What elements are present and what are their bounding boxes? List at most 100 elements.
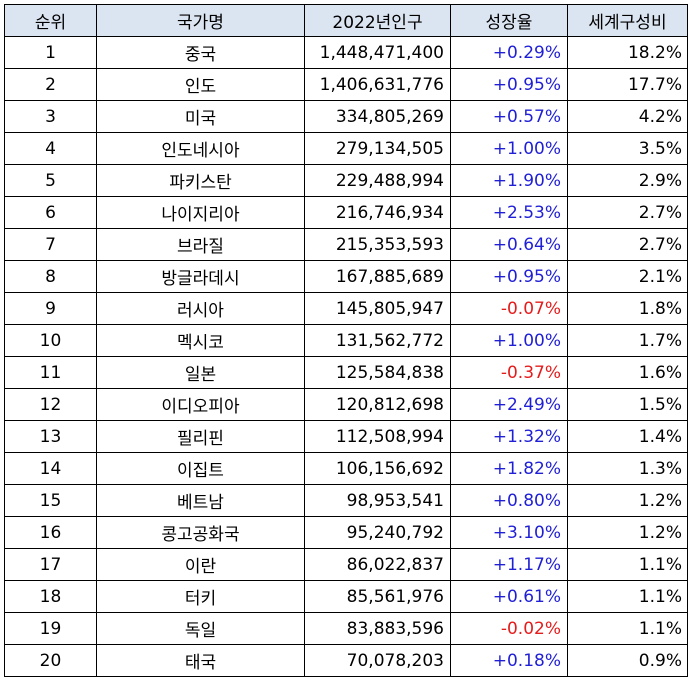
share-cell: 2.7% [567, 228, 688, 261]
share-cell: 0.9% [567, 644, 688, 677]
population-cell: 145,805,947 [304, 292, 451, 325]
share-cell: 3.5% [567, 132, 688, 165]
table-row: 2 인도 1,406,631,776 +0.95% 17.7% [4, 68, 688, 101]
population-cell: 106,156,692 [304, 452, 451, 485]
rank-cell: 3 [4, 100, 97, 133]
population-cell: 85,561,976 [304, 580, 451, 613]
growth-cell: +1.90% [450, 164, 568, 197]
country-cell: 필리핀 [96, 420, 305, 453]
country-cell: 인도 [96, 68, 305, 101]
population-cell: 215,353,593 [304, 228, 451, 261]
growth-cell: +0.18% [450, 644, 568, 677]
rank-cell: 9 [4, 292, 97, 325]
share-cell: 1.2% [567, 484, 688, 517]
table-row: 7 브라질 215,353,593 +0.64% 2.7% [4, 228, 688, 261]
population-table: 순위 국가명 2022년인구 성장율 세계구성비 1 중국 1,448,471,40… [4, 4, 688, 677]
share-cell: 1.4% [567, 420, 688, 453]
header-rank: 순위 [4, 4, 97, 37]
share-cell: 1.8% [567, 292, 688, 325]
population-cell: 216,746,934 [304, 196, 451, 229]
country-cell: 이집트 [96, 452, 305, 485]
rank-cell: 7 [4, 228, 97, 261]
table-row: 11 일본 125,584,838 -0.37% 1.6% [4, 356, 688, 389]
table-row: 19 독일 83,883,596 -0.02% 1.1% [4, 612, 688, 645]
rank-cell: 16 [4, 516, 97, 549]
table-row: 18 터키 85,561,976 +0.61% 1.1% [4, 580, 688, 613]
growth-cell: +1.00% [450, 132, 568, 165]
header-share: 세계구성비 [567, 4, 688, 37]
table-row: 3 미국 334,805,269 +0.57% 4.2% [4, 100, 688, 133]
share-cell: 1.1% [567, 548, 688, 581]
share-cell: 17.7% [567, 68, 688, 101]
population-cell: 1,448,471,400 [304, 36, 451, 69]
table-row: 16 콩고공화국 95,240,792 +3.10% 1.2% [4, 516, 688, 549]
population-cell: 125,584,838 [304, 356, 451, 389]
population-cell: 229,488,994 [304, 164, 451, 197]
table-row: 13 필리핀 112,508,994 +1.32% 1.4% [4, 420, 688, 453]
rank-cell: 1 [4, 36, 97, 69]
share-cell: 2.1% [567, 260, 688, 293]
growth-cell: -0.02% [450, 612, 568, 645]
rank-cell: 6 [4, 196, 97, 229]
rank-cell: 13 [4, 420, 97, 453]
rank-cell: 12 [4, 388, 97, 421]
rank-cell: 2 [4, 68, 97, 101]
share-cell: 1.5% [567, 388, 688, 421]
population-cell: 131,562,772 [304, 324, 451, 357]
growth-cell: +1.32% [450, 420, 568, 453]
rank-cell: 14 [4, 452, 97, 485]
table-row: 10 멕시코 131,562,772 +1.00% 1.7% [4, 324, 688, 357]
rank-cell: 17 [4, 548, 97, 581]
table-row: 17 이란 86,022,837 +1.17% 1.1% [4, 548, 688, 581]
country-cell: 중국 [96, 36, 305, 69]
country-cell: 베트남 [96, 484, 305, 517]
growth-cell: +0.64% [450, 228, 568, 261]
country-cell: 미국 [96, 100, 305, 133]
share-cell: 1.2% [567, 516, 688, 549]
table-body: 1 중국 1,448,471,400 +0.29% 18.2% 2 인도 1,406,631… [4, 36, 688, 677]
share-cell: 1.3% [567, 452, 688, 485]
share-cell: 1.1% [567, 580, 688, 613]
population-cell: 83,883,596 [304, 612, 451, 645]
growth-cell: -0.37% [450, 356, 568, 389]
growth-cell: +0.61% [450, 580, 568, 613]
growth-cell: +0.57% [450, 100, 568, 133]
share-cell: 4.2% [567, 100, 688, 133]
growth-cell: +0.95% [450, 260, 568, 293]
population-cell: 95,240,792 [304, 516, 451, 549]
population-cell: 98,953,541 [304, 484, 451, 517]
table-row: 1 중국 1,448,471,400 +0.29% 18.2% [4, 36, 688, 69]
country-cell: 태국 [96, 644, 305, 677]
share-cell: 1.6% [567, 356, 688, 389]
rank-cell: 19 [4, 612, 97, 645]
table-row: 15 베트남 98,953,541 +0.80% 1.2% [4, 484, 688, 517]
growth-cell: +1.00% [450, 324, 568, 357]
population-cell: 120,812,698 [304, 388, 451, 421]
share-cell: 1.7% [567, 324, 688, 357]
population-cell: 334,805,269 [304, 100, 451, 133]
rank-cell: 4 [4, 132, 97, 165]
country-cell: 터키 [96, 580, 305, 613]
country-cell: 인도네시아 [96, 132, 305, 165]
rank-cell: 10 [4, 324, 97, 357]
table-row: 14 이집트 106,156,692 +1.82% 1.3% [4, 452, 688, 485]
table-row: 12 이디오피아 120,812,698 +2.49% 1.5% [4, 388, 688, 421]
growth-cell: +0.95% [450, 68, 568, 101]
table-row: 8 방글라데시 167,885,689 +0.95% 2.1% [4, 260, 688, 293]
rank-cell: 18 [4, 580, 97, 613]
growth-cell: +1.82% [450, 452, 568, 485]
growth-cell: +2.49% [450, 388, 568, 421]
population-cell: 279,134,505 [304, 132, 451, 165]
population-cell: 112,508,994 [304, 420, 451, 453]
table-row: 20 태국 70,078,203 +0.18% 0.9% [4, 644, 688, 677]
country-cell: 브라질 [96, 228, 305, 261]
growth-cell: +2.53% [450, 196, 568, 229]
rank-cell: 8 [4, 260, 97, 293]
population-cell: 86,022,837 [304, 548, 451, 581]
country-cell: 독일 [96, 612, 305, 645]
table-row: 4 인도네시아 279,134,505 +1.00% 3.5% [4, 132, 688, 165]
header-population: 2022년인구 [304, 4, 451, 37]
share-cell: 2.7% [567, 196, 688, 229]
header-growth: 성장율 [450, 4, 568, 37]
table-row: 9 러시아 145,805,947 -0.07% 1.8% [4, 292, 688, 325]
